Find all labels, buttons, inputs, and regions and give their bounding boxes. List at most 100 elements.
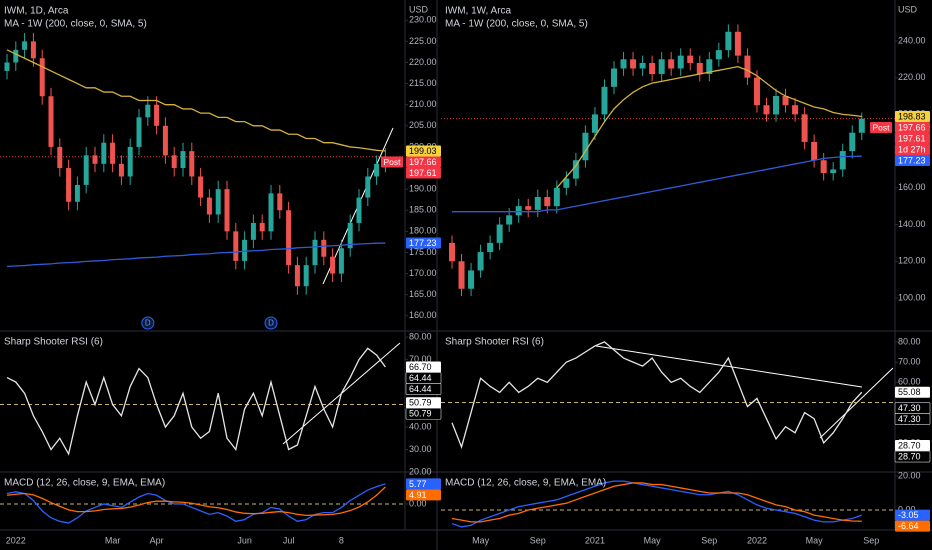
candle-body (544, 196, 551, 207)
candle-body (206, 197, 212, 215)
candle-body (468, 270, 475, 289)
price-tag-label: 5.77 (409, 479, 427, 489)
candle-body (725, 31, 732, 51)
candle-body (330, 256, 336, 274)
y-tick-label: 140.00 (898, 219, 926, 229)
candle-body (189, 151, 195, 177)
price-tag-label: -6.64 (898, 521, 919, 531)
pane-title: MACD (12, 26, close, 9, EMA, EMA) (445, 478, 606, 489)
candle-body (180, 151, 186, 169)
candle-body (259, 222, 265, 232)
price-tag (895, 122, 930, 134)
pane-title: IWM, 1W, Arca (445, 6, 512, 17)
series-line (452, 155, 862, 213)
price-tag (895, 144, 930, 156)
candle-body (534, 196, 541, 210)
candle-body (744, 55, 751, 78)
candle-body (773, 96, 780, 115)
x-tick-label: 2022 (747, 535, 767, 545)
candle-body (66, 168, 72, 202)
y-tick-label: 20.00 (898, 470, 921, 480)
price-tag-label: 28.70 (898, 440, 921, 450)
candle-body (820, 160, 827, 174)
series-line (6, 486, 386, 517)
candle-body (734, 31, 741, 56)
candle-body (668, 59, 675, 69)
price-tag-label: 50.79 (409, 409, 432, 419)
candle-body (154, 104, 160, 126)
price-tag (405, 383, 442, 395)
session-tag (381, 156, 403, 168)
candle-body (347, 222, 353, 249)
y-tick-label: 0.00 (409, 498, 427, 508)
price-tag (894, 450, 931, 463)
y-tick-label: 180.00 (409, 226, 437, 236)
candle-body (242, 239, 248, 261)
candle-body (13, 49, 19, 63)
y-tick-label: 30.00 (409, 444, 432, 454)
series-line (556, 65, 862, 189)
y-tick-label: 215.00 (409, 78, 437, 88)
candle-body (22, 41, 28, 50)
price-tag-label: 4.91 (409, 490, 427, 500)
pane-subtitle: MA - 1W (200, close, 0, SMA, 5) (445, 19, 588, 30)
candle-body (525, 206, 532, 210)
candle-body (458, 261, 465, 289)
price-tag-label: 47.30 (898, 403, 921, 413)
candle-body (715, 50, 722, 60)
candle-body (706, 59, 713, 74)
candle-body (136, 117, 142, 147)
candle-body (753, 77, 760, 106)
dividend-marker (264, 316, 278, 330)
price-tag-label: 198.83 (898, 111, 926, 121)
candle-body (171, 155, 177, 169)
candle-body (250, 222, 256, 240)
candle-body (365, 176, 371, 198)
pane-title: IWM, 1D, Arca (4, 6, 69, 17)
x-tick-label: May (806, 535, 824, 545)
price-tag-label: 197.66 (898, 122, 926, 132)
y-tick-label: 160.00 (409, 310, 437, 320)
price-tag-label: 177.23 (409, 238, 437, 248)
series-line (6, 483, 386, 524)
y-tick-label: 60.00 (898, 377, 921, 387)
candle-body (591, 114, 598, 133)
candle-body (356, 197, 362, 223)
candle-body (858, 118, 865, 133)
candle-body (611, 68, 618, 87)
price-tag (895, 133, 930, 145)
x-tick-label: Jun (237, 535, 252, 545)
y-tick-label: 80.00 (898, 336, 921, 346)
price-tag (895, 440, 930, 452)
pane-subtitle: MA - 1W (200, close, 0, SMA, 5) (4, 19, 147, 30)
candle-body (30, 41, 36, 59)
candle-body (572, 160, 579, 179)
price-tag (406, 145, 441, 157)
candle-body (449, 242, 455, 262)
y-tick-label: 100.00 (898, 292, 926, 302)
axis-unit: USD (898, 4, 918, 14)
candle-body (849, 132, 856, 152)
candle-body (39, 58, 45, 97)
candle-body (198, 176, 204, 198)
y-tick-label: 205.00 (409, 120, 437, 130)
candle-body (4, 62, 10, 71)
price-tag-label: -3.05 (898, 510, 919, 520)
candle-body (57, 146, 63, 169)
candle-body (477, 252, 484, 271)
candle-body (338, 248, 344, 274)
price-tag (895, 155, 930, 167)
candle-body (763, 105, 770, 115)
price-tag (895, 509, 930, 521)
dividend-label: D (268, 319, 274, 328)
y-tick-label: 220.00 (898, 72, 926, 82)
x-tick-label: May (644, 535, 662, 545)
candle-body (782, 96, 789, 106)
axis-unit: USD (409, 4, 429, 14)
candle-body (792, 105, 799, 115)
session-tag (870, 122, 892, 134)
y-tick-label: 210.00 (409, 99, 437, 109)
candle-body (83, 155, 89, 185)
price-tag (895, 386, 930, 398)
